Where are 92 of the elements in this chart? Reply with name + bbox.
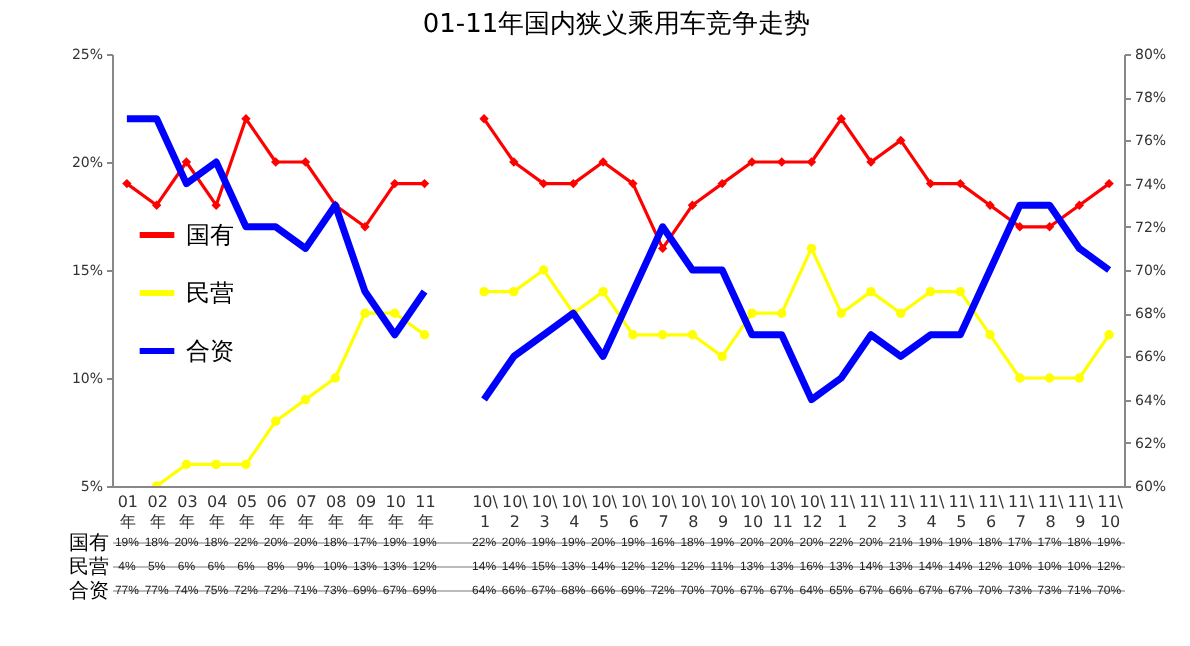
legend-label: 民营: [186, 279, 234, 307]
point: [836, 114, 846, 124]
x-tick-label: 11\6: [978, 493, 1005, 531]
x-tick-label: 10\12: [799, 493, 826, 531]
x-tick-label: 10\6: [621, 493, 648, 531]
x-tick-label: 11\4: [918, 493, 946, 531]
x-tick-label: 02年: [147, 493, 168, 531]
point: [271, 416, 281, 426]
x-tick-label: 10\3: [531, 493, 559, 531]
x-tick-label: 08年: [326, 493, 347, 531]
point: [181, 459, 192, 470]
text: 民营: [69, 557, 109, 579]
x-tick-label: 04年: [206, 493, 228, 531]
point: [151, 200, 162, 210]
point: [598, 157, 608, 167]
point: [747, 308, 757, 318]
point: [657, 330, 668, 340]
x-tick-label: 11\9: [1067, 493, 1094, 531]
point: [271, 157, 281, 167]
point: [717, 351, 727, 362]
point: [479, 114, 489, 124]
point: [509, 286, 519, 297]
x-tick-label: 11\1: [829, 493, 856, 531]
x-tick-label: 10\8: [680, 493, 707, 531]
point: [1104, 330, 1114, 340]
x-tick-label: 10\1: [472, 493, 499, 531]
x-tick-label: 11\10: [1097, 493, 1124, 531]
x-tick-label: 11\8: [1037, 493, 1065, 531]
point: [836, 308, 846, 318]
point: [211, 459, 221, 470]
point: [181, 157, 192, 167]
point: [955, 286, 965, 297]
point: [360, 308, 370, 318]
point: [925, 286, 936, 297]
x-tick-label: 07年: [296, 493, 317, 531]
point: [598, 286, 608, 297]
text: 国有: [69, 533, 109, 555]
x-tick-label: 10\5: [591, 493, 618, 531]
point: [985, 330, 995, 340]
x-tick-label: 10\2: [501, 493, 529, 531]
x-tick-label: 11\5: [948, 493, 975, 531]
point: [687, 200, 698, 210]
point: [747, 157, 757, 167]
legend-label: 国有: [186, 221, 234, 249]
point: [1015, 373, 1025, 383]
point: [896, 135, 906, 146]
x-tick-label: 10\9: [710, 493, 737, 531]
x-tick-label: 01年: [117, 493, 139, 531]
point: [509, 157, 519, 167]
point: [1044, 373, 1055, 383]
x-tick-label: 11\2: [859, 493, 886, 531]
x-tick-label: 05年: [236, 493, 258, 531]
point: [717, 178, 727, 189]
x-tick-label: 10\4: [561, 493, 588, 531]
point: [330, 373, 340, 383]
point: [896, 308, 906, 318]
point: [479, 286, 489, 297]
point: [122, 178, 132, 189]
point: [1015, 222, 1025, 232]
x-tick-label: 09年: [355, 493, 377, 531]
point: [419, 330, 430, 340]
point: [1104, 178, 1114, 189]
point: [1074, 200, 1085, 210]
point: [360, 222, 370, 232]
point: [628, 330, 638, 340]
chart-title: 01-11年国内狭义乘用车竞争走势: [422, 10, 811, 40]
point: [866, 157, 876, 167]
point: [657, 243, 668, 254]
point: [985, 200, 995, 210]
point: [866, 286, 876, 297]
point: [777, 157, 787, 167]
point: [241, 459, 251, 470]
point: [390, 308, 400, 318]
point: [1074, 373, 1085, 383]
x-tick-label: 10\10: [740, 493, 767, 531]
text: 合资: [69, 581, 109, 603]
x-tick-label: 10\11: [769, 493, 797, 531]
x-tick-label: 03年: [177, 493, 198, 531]
x-tick-label: 11\3: [888, 493, 916, 531]
x-tick-label: 11\7: [1007, 493, 1035, 531]
point: [628, 178, 638, 189]
x-tick-label: 10年: [385, 493, 406, 531]
point: [241, 114, 251, 124]
point: [777, 308, 787, 318]
point: [300, 394, 311, 405]
x-tick-label: 06年: [266, 493, 287, 531]
point: [211, 200, 221, 210]
x-tick-label: 10\7: [650, 493, 678, 531]
legend-label: 合资: [186, 337, 234, 365]
x-tick-label: 11年: [415, 493, 436, 531]
point: [687, 330, 698, 340]
point: [538, 265, 549, 275]
